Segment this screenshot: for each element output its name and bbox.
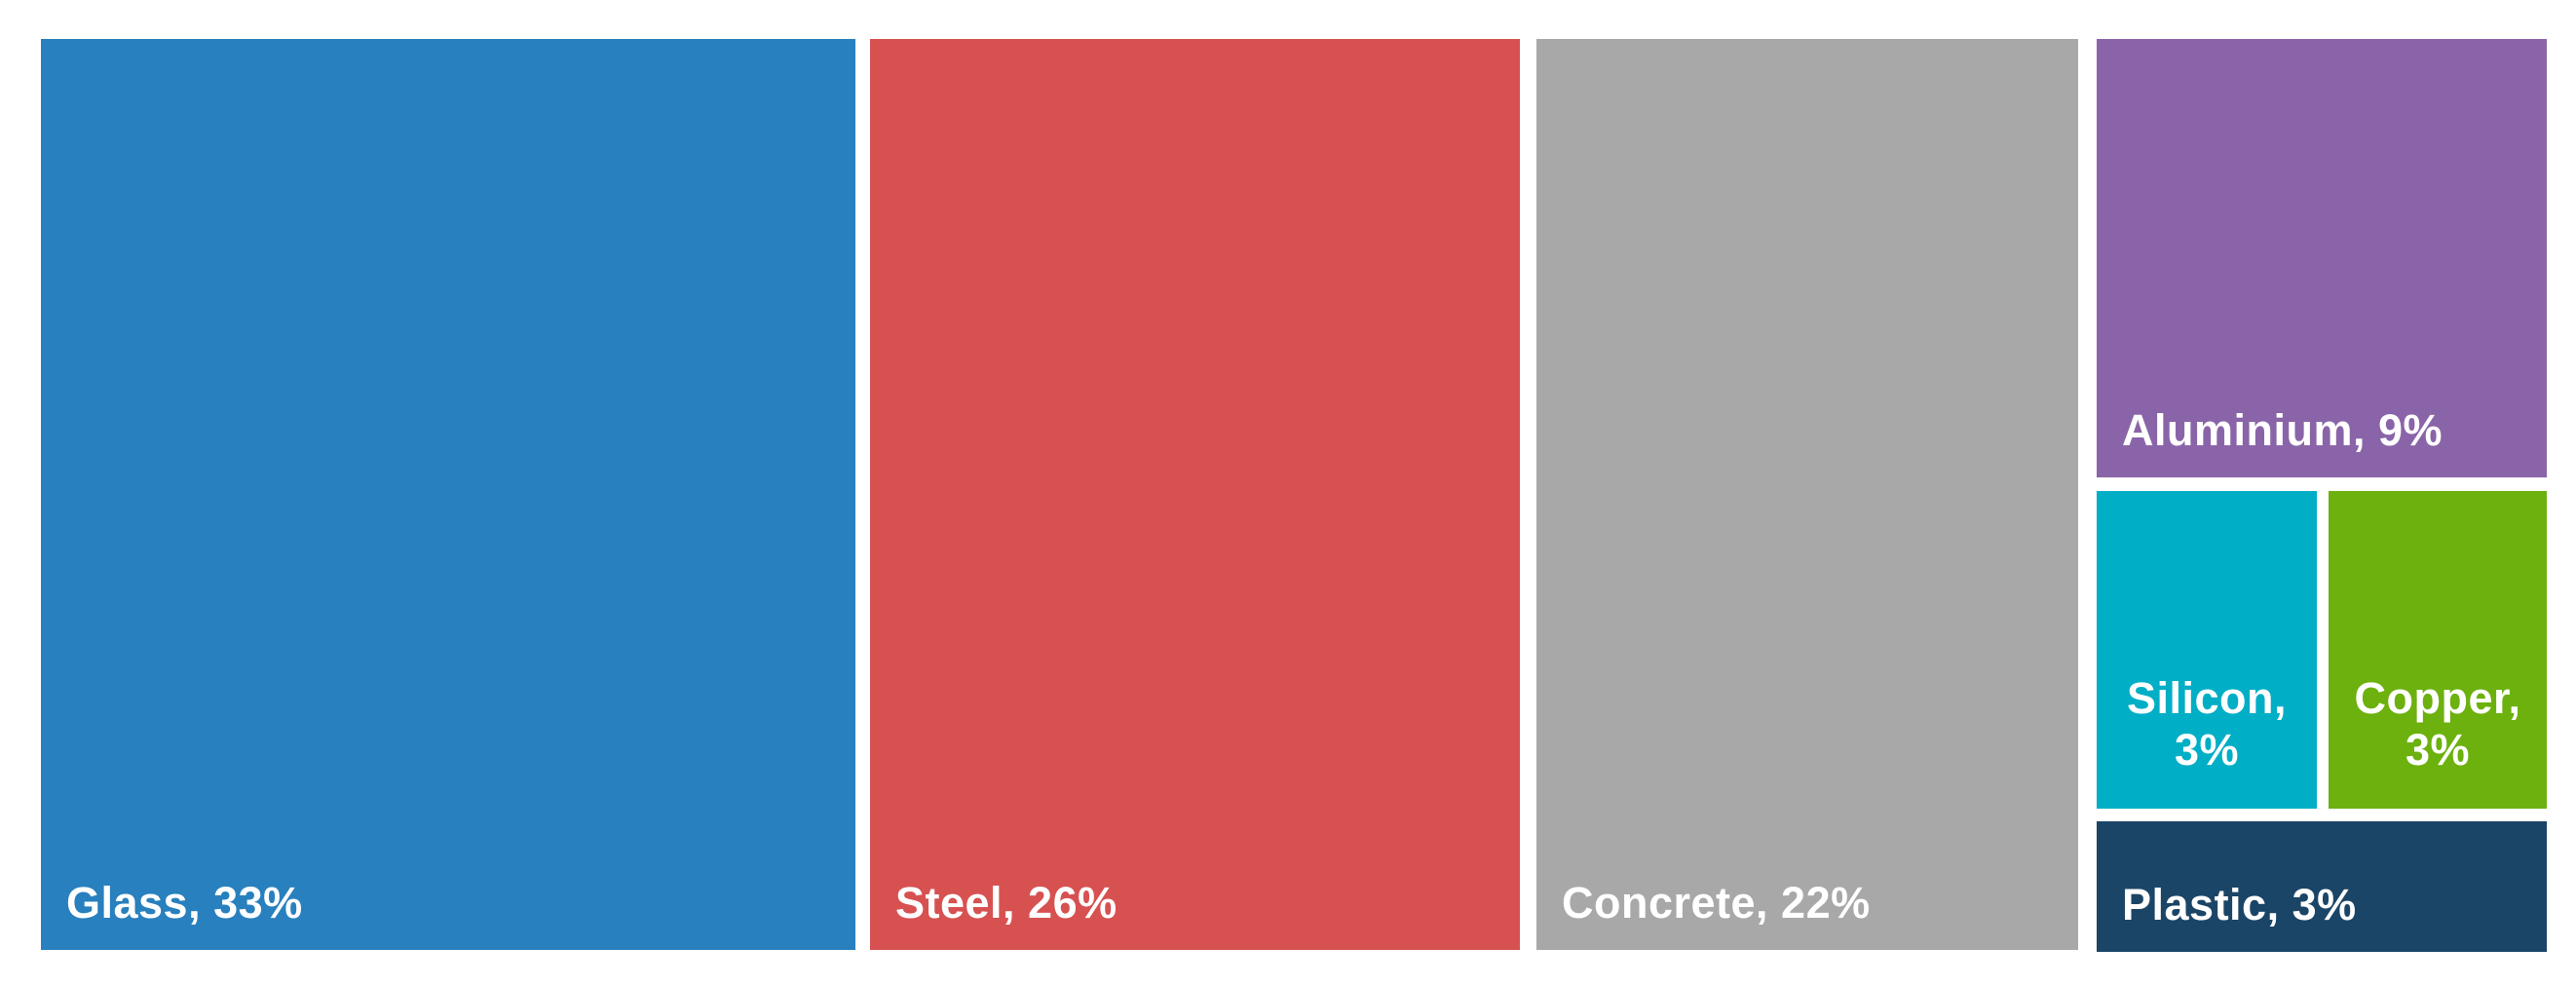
- tile-label-silicon: Silicon, 3%: [2126, 672, 2288, 775]
- tile-label-concrete: Concrete, 22%: [1562, 877, 1871, 928]
- tile-label-copper: Copper, 3%: [2354, 672, 2521, 775]
- tile-label-plastic: Plastic, 3%: [2122, 879, 2357, 929]
- treemap-tile-aluminium[interactable]: Aluminium, 9%: [2097, 39, 2547, 477]
- treemap-tile-copper[interactable]: Copper, 3%: [2329, 491, 2547, 809]
- treemap-tile-glass[interactable]: Glass, 33%: [41, 39, 855, 950]
- tile-label-glass: Glass, 33%: [66, 877, 303, 928]
- treemap-tile-silicon[interactable]: Silicon, 3%: [2097, 491, 2317, 809]
- tile-label-aluminium: Aluminium, 9%: [2122, 404, 2443, 455]
- treemap-tile-plastic[interactable]: Plastic, 3%: [2097, 821, 2547, 952]
- treemap-tile-steel[interactable]: Steel, 26%: [870, 39, 1520, 950]
- tile-label-steel: Steel, 26%: [895, 877, 1118, 928]
- treemap-tile-concrete[interactable]: Concrete, 22%: [1536, 39, 2078, 950]
